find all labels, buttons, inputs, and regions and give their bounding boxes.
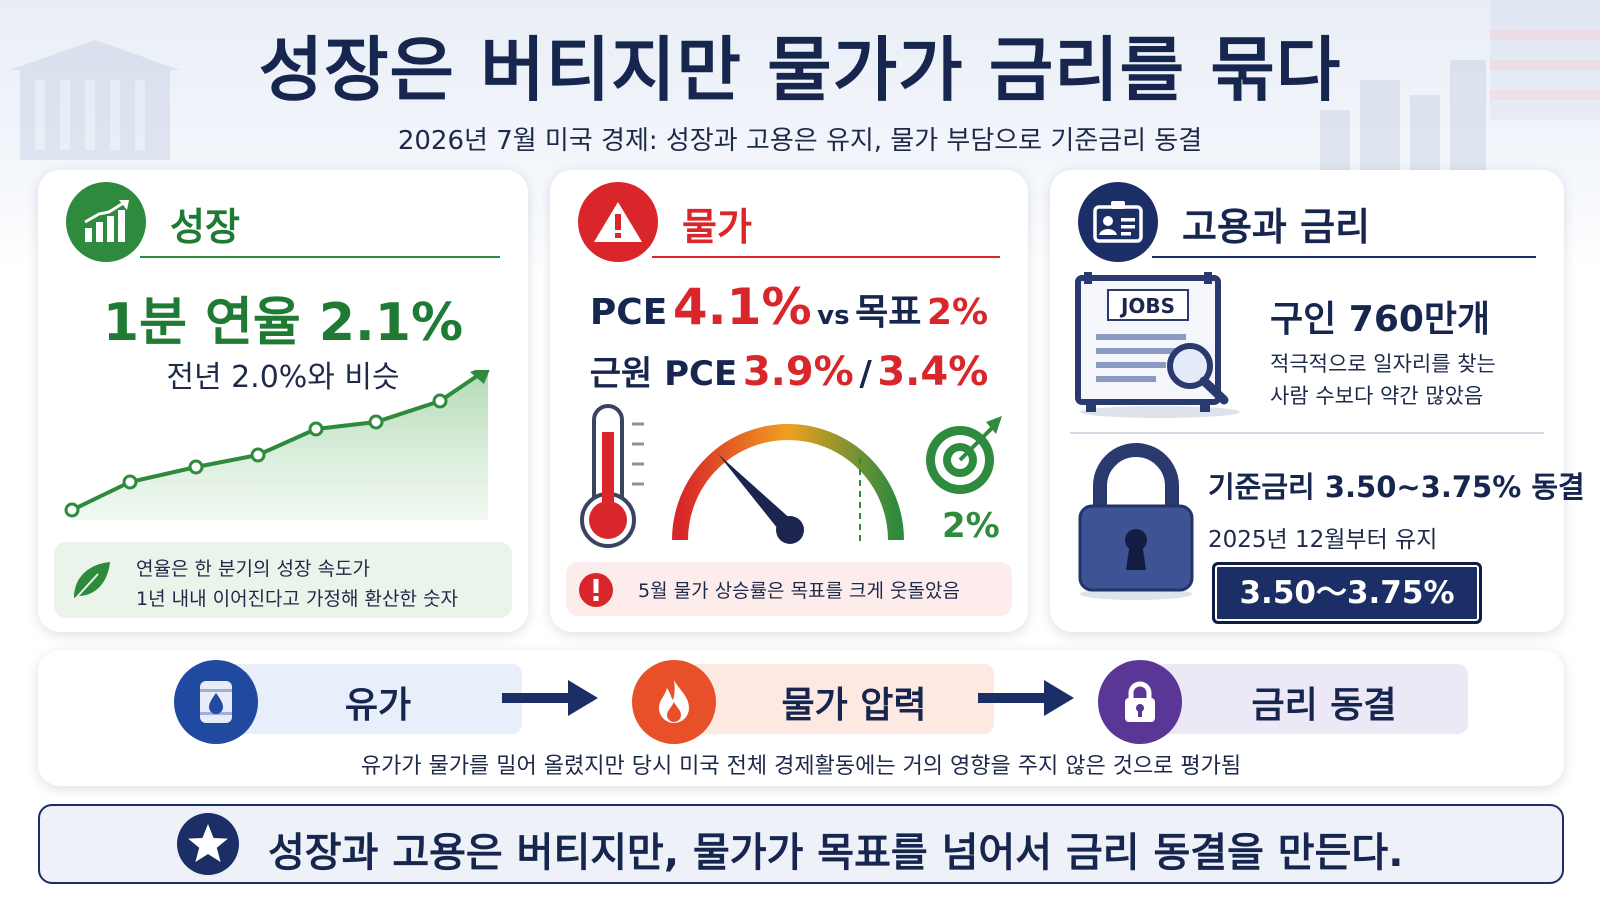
- core-pce-separator: /: [859, 354, 872, 394]
- core-pce-line: 근원 PCE 3.9% / 3.4%: [550, 346, 1028, 395]
- target-value: 2%: [926, 292, 989, 333]
- price-title: 물가: [682, 205, 752, 249]
- job-openings: 구인 760만개: [1270, 299, 1491, 340]
- pce-line: PCE 4.1% vs 목표 2%: [550, 278, 1028, 336]
- growth-card-header: 성장: [66, 182, 500, 262]
- jobs-title: 고용과 금리: [1182, 205, 1371, 249]
- growth-area: [72, 370, 488, 520]
- flow-step3-label: 금리 동결: [1251, 685, 1397, 726]
- target-icon: [926, 416, 1002, 494]
- rate-badge: 3.50～3.75%: [1212, 562, 1482, 624]
- gauge-target-label: 2%: [942, 506, 1000, 546]
- jobs-board-icon: JOBS: [1075, 272, 1240, 418]
- jobs-board-label: JOBS: [1119, 294, 1175, 318]
- flow-note: 유가가 물가를 밀어 올렸지만 당시 미국 전체 경제활동에는 거의 영향을 주…: [360, 754, 1242, 779]
- growth-note-line1: 연율은 한 분기의 성장 속도가: [136, 558, 370, 580]
- growth-point: [122, 474, 138, 490]
- growth-note: 연율은 한 분기의 성장 속도가 1년 내내 이어진다고 가정해 환산한 숫자: [54, 542, 512, 618]
- job-desc-line1: 적극적으로 일자리를 찾는: [1270, 352, 1496, 376]
- core-pce-value2: 3.4%: [877, 349, 989, 395]
- jobs-divider: [1070, 432, 1544, 434]
- growth-title: 성장: [170, 205, 240, 249]
- pce-value: 4.1%: [672, 278, 812, 336]
- core-pce-label: 근원 PCE: [589, 354, 738, 394]
- leaf-icon: [74, 562, 110, 599]
- flow-arrow-1: [502, 680, 598, 716]
- growth-point: [250, 447, 266, 463]
- gauge-needle: [718, 454, 794, 534]
- inflation-gauge: [580, 404, 1002, 548]
- conclusion-text: 성장과 고용은 버티지만, 물가가 목표를 넘어서 금리 동결을 만든다.: [268, 830, 1404, 876]
- jobs-rates-card: 고용과 금리 JOBS 구인 760만개 적극적으로 일자리를 찾는 사람 수보…: [1050, 170, 1585, 632]
- policy-rate-text: 기준금리 3.50~3.75% 동결: [1208, 470, 1585, 504]
- growth-trend-chart: [64, 370, 490, 520]
- target-label: 목표: [855, 292, 922, 333]
- growth-sub: 전년 2.0%와 비슷: [166, 360, 400, 395]
- growth-point: [64, 502, 80, 518]
- growth-point: [308, 421, 324, 437]
- page-subtitle: 2026년 7월 미국 경제: 성장과 고용은 유지, 물가 부담으로 기준금리…: [397, 126, 1203, 156]
- growth-card: 성장 1분 연율 2.1% 전년 2.0%와 비슷 연율은 한 분기의 성장 속…: [38, 170, 528, 632]
- flow-step1-label: 유가: [344, 685, 412, 726]
- vs-label: vs: [817, 301, 850, 331]
- conclusion-banner: 성장과 고용은 버티지만, 물가가 목표를 넘어서 금리 동결을 만든다.: [38, 804, 1564, 884]
- jobs-card-header: 고용과 금리: [1078, 182, 1536, 262]
- price-note-text: 5월 물가 상승률은 목표를 크게 웃돌았음: [638, 580, 960, 602]
- flow-step2-label: 물가 압력: [781, 685, 927, 726]
- growth-note-line2: 1년 내내 이어진다고 가정해 환산한 숫자: [136, 588, 458, 610]
- price-card: 물가 PCE 4.1% vs 목표 2% 근원 PCE 3.9% / 3.4%: [550, 170, 1028, 632]
- growth-point: [368, 414, 384, 430]
- growth-line: [71, 372, 482, 512]
- growth-header-line: [140, 256, 500, 258]
- flow-arrow-2: [978, 680, 1074, 716]
- price-card-header: 물가: [578, 182, 1000, 262]
- alert-icon: [579, 573, 613, 607]
- id-card-icon: [1078, 182, 1158, 262]
- growth-chart-icon: [66, 182, 146, 262]
- thermometer-icon: [580, 404, 644, 548]
- growth-point: [432, 393, 448, 409]
- rate-since: 2025년 12월부터 유지: [1208, 527, 1438, 553]
- gauge-arc: [672, 424, 904, 541]
- pce-label: PCE: [589, 292, 668, 333]
- padlock-icon: [1078, 443, 1194, 600]
- growth-point: [188, 459, 204, 475]
- gauge-hub: [776, 516, 804, 544]
- fire-icon: [632, 660, 716, 744]
- warning-icon: [578, 182, 658, 262]
- oil-barrel-icon: [174, 660, 258, 744]
- header-background: [10, 0, 1600, 170]
- price-note: 5월 물가 상승률은 목표를 크게 웃돌았음: [566, 562, 1012, 616]
- flow-step3-pill: [1154, 664, 1468, 734]
- price-header-line: [652, 256, 1000, 258]
- jobs-header-line: [1152, 256, 1536, 258]
- page-title: 성장은 버티지만 물가가 금리를 묶다: [258, 29, 1342, 111]
- job-desc-line2: 사람 수보다 약간 많았음: [1270, 384, 1484, 408]
- lock-icon: [1098, 660, 1182, 744]
- core-pce-value1: 3.9%: [742, 349, 854, 395]
- star-icon: [177, 813, 239, 875]
- flow-step1-pill: [218, 664, 522, 734]
- growth-headline: 1분 연율 2.1%: [102, 293, 464, 353]
- growth-arrowhead: [470, 370, 490, 384]
- flow-card: 유가 물가 압력 금리 동결 유가가 물가를 밀어 올렸지만 당시 미국 전체 …: [38, 650, 1564, 786]
- flow-step2-pill: [688, 664, 994, 734]
